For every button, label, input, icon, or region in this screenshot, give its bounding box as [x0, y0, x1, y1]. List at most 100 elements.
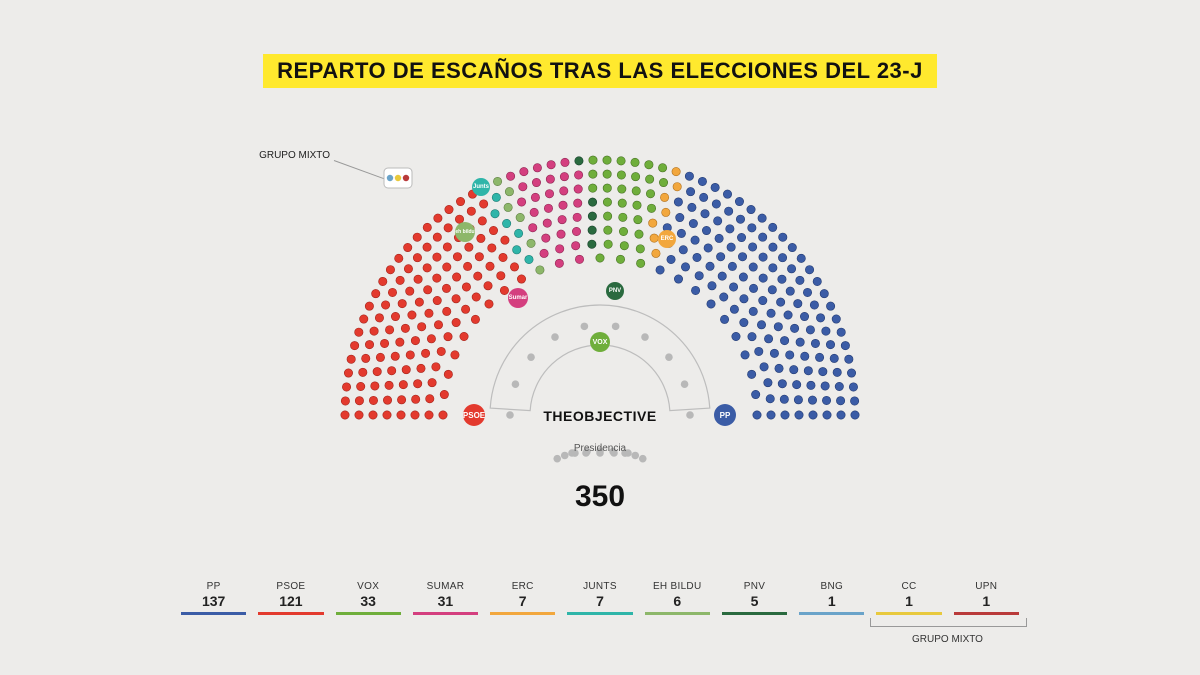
seat — [757, 321, 765, 329]
center-seat — [506, 411, 514, 419]
seat — [559, 201, 567, 209]
seat — [833, 368, 841, 376]
seat — [451, 351, 459, 359]
seat — [787, 265, 795, 273]
center-seat — [612, 323, 620, 331]
seat — [850, 397, 858, 405]
seat — [803, 288, 811, 296]
legend-item-sumar: SUMAR 31 — [407, 581, 484, 615]
seat — [632, 187, 640, 195]
seat — [764, 335, 772, 343]
seat — [510, 263, 518, 271]
legend-seats: 33 — [330, 593, 407, 609]
seat — [778, 380, 786, 388]
seat — [385, 326, 393, 334]
seat — [365, 340, 373, 348]
seat — [618, 185, 626, 193]
seat — [646, 189, 654, 197]
seat — [620, 242, 628, 250]
seat — [649, 219, 657, 227]
seat — [504, 203, 512, 211]
presidency-label: Presidencia — [550, 443, 650, 454]
seat — [341, 397, 349, 405]
seat — [774, 322, 782, 330]
seat — [527, 239, 535, 247]
seat — [792, 380, 800, 388]
seat — [440, 390, 448, 398]
seat — [686, 187, 694, 195]
seat — [341, 411, 349, 419]
seat — [645, 161, 653, 169]
seat — [713, 217, 721, 225]
seat — [467, 207, 475, 215]
presidency-seat — [553, 455, 561, 463]
seat — [517, 275, 525, 283]
seat — [596, 254, 604, 262]
seat — [588, 198, 596, 206]
seat — [404, 265, 412, 273]
seat — [369, 396, 377, 404]
legend-name: CC — [870, 581, 947, 592]
seat — [790, 324, 798, 332]
legend-seats: 121 — [252, 593, 329, 609]
seat — [359, 368, 367, 376]
seat — [355, 397, 363, 405]
seat — [807, 381, 815, 389]
seat — [501, 236, 509, 244]
seat — [472, 293, 480, 301]
seat — [749, 284, 757, 292]
legend-name: BNG — [793, 581, 870, 592]
seat — [826, 302, 834, 310]
seat — [822, 396, 830, 404]
seat — [369, 411, 377, 419]
seat — [413, 253, 421, 261]
seat — [376, 353, 384, 361]
seat — [355, 328, 363, 336]
seat — [342, 383, 350, 391]
seat — [776, 298, 784, 306]
legend-seats: 1 — [793, 593, 870, 609]
seat — [561, 158, 569, 166]
seat — [386, 265, 394, 273]
seat — [397, 411, 405, 419]
seat — [425, 411, 433, 419]
seat — [514, 229, 522, 237]
seat — [478, 217, 486, 225]
seat — [355, 411, 363, 419]
seat — [747, 205, 755, 213]
seat — [383, 411, 391, 419]
seat — [452, 273, 460, 281]
seat — [560, 172, 568, 180]
seat — [815, 353, 823, 361]
seat — [636, 259, 644, 267]
seat — [711, 183, 719, 191]
seat — [755, 347, 763, 355]
seat — [425, 309, 433, 317]
seat — [439, 411, 447, 419]
seat — [778, 275, 786, 283]
seat — [444, 332, 452, 340]
seat — [702, 226, 710, 234]
seat — [712, 200, 720, 208]
legend-mixto-label: GRUPO MIXTO — [870, 634, 1025, 645]
legend-bar — [336, 612, 401, 615]
seat — [344, 369, 352, 377]
seat — [474, 272, 482, 280]
legend-bar — [413, 612, 478, 615]
mixto-cluster — [384, 168, 412, 188]
seat — [423, 264, 431, 272]
badge-vox: VOX — [590, 332, 610, 352]
seat — [826, 340, 834, 348]
seat — [797, 254, 805, 262]
seat — [633, 201, 641, 209]
seat — [442, 284, 450, 292]
seat — [821, 382, 829, 390]
seat — [617, 157, 625, 165]
seat — [372, 289, 380, 297]
seat — [658, 164, 666, 172]
seat — [796, 338, 804, 346]
seat — [634, 215, 642, 223]
seat — [716, 253, 724, 261]
seat — [603, 184, 611, 192]
seat — [604, 226, 612, 234]
